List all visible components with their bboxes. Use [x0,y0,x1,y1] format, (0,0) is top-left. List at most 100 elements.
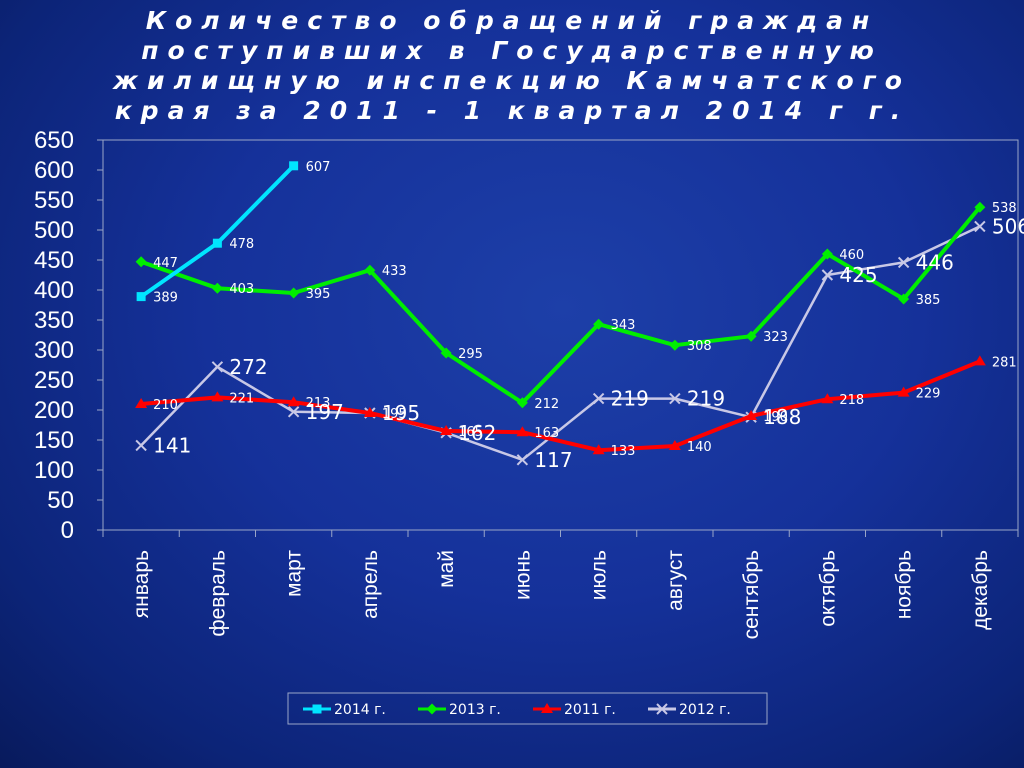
series-point [974,201,986,213]
data-labels: 389 478 607 447 403 395 433 295 212 343 308 323 460 3… [153,160,1024,472]
data-label: 229 [916,387,941,402]
data-label: 212 [534,397,559,412]
series-point [211,361,224,373]
data-label: 323 [763,330,788,345]
data-label: 446 [916,250,954,274]
data-label: 221 [229,391,254,406]
data-label: 218 [839,393,864,408]
series-line [140,359,981,453]
series-point [973,355,986,366]
series-point [287,396,300,407]
data-label: 195 [382,407,407,422]
x-category-label: октябрь [816,550,839,627]
series-point [135,439,147,452]
legend-entry: 2012 г. [648,702,731,718]
data-label: 478 [229,237,254,252]
series-2 [135,201,986,409]
series-point [312,704,322,714]
series-point [287,406,300,418]
legend-entry: 2013 г. [418,702,501,718]
series-point [669,392,681,405]
series-point [669,339,681,351]
series-point [211,391,224,402]
x-category-label: январь [130,550,153,618]
x-category-label: июль [588,550,611,600]
data-label: 308 [687,339,712,354]
y-tick-label: 500 [34,217,74,244]
legend-label: 2013 г. [449,702,501,718]
series-point [668,440,681,450]
data-label: 219 [611,387,649,411]
x-category-label: май [435,550,458,588]
series-point [212,238,222,248]
data-label: 607 [306,160,331,175]
y-tick-label: 450 [34,247,74,274]
x-category-label: апрель [359,550,382,619]
data-label: 389 [153,291,178,306]
data-label: 163 [534,426,559,441]
series-point [135,398,148,408]
data-label: 210 [153,398,178,413]
data-label: 141 [153,433,191,457]
data-label: 133 [611,444,636,459]
series-point [440,425,453,435]
series-1 [136,161,299,302]
legend-label: 2012 г. [679,702,731,718]
series-point [426,703,438,715]
series-point [289,161,299,171]
series-point [135,256,147,268]
series-line [140,205,982,405]
series-line [139,164,296,299]
data-label: 403 [229,282,254,297]
data-label: 190 [763,410,788,425]
y-tick-label: 50 [47,487,74,514]
data-label: 506 [992,214,1024,238]
y-tick-label: 150 [34,427,74,454]
data-label: 219 [687,387,725,411]
y-tick-label: 200 [34,397,74,424]
legend: 2014 г. 2013 г. 2011 г. 2012 г. [287,692,768,725]
data-label: 433 [382,264,407,279]
series-point [363,407,376,417]
legend-label: 2011 г. [564,702,616,718]
data-label: 447 [153,256,178,271]
series-point [593,318,605,330]
series-layer [135,161,986,466]
series-point [592,444,605,455]
data-label: 140 [687,440,712,455]
data-label: 385 [916,293,941,308]
data-label: 425 [839,263,877,287]
y-axis: 0 50 100 150 200 250 300 350 400 450 500 550 600 650 [34,127,103,544]
series-point [288,287,300,299]
data-label: 165 [458,425,483,440]
data-label: 197 [306,400,344,424]
data-label: 162 [458,421,496,445]
data-label: 117 [534,448,572,472]
y-tick-label: 650 [34,127,74,154]
legend-entry: 2011 г. [533,702,616,718]
series-point [745,410,758,420]
x-category-label: декабрь [969,550,992,630]
legend-label: 2014 г. [334,702,386,718]
series-point [541,703,553,713]
series-point [516,426,529,437]
series-point [897,256,910,269]
y-tick-label: 600 [34,157,74,184]
legend-box [287,692,768,725]
y-tick-label: 100 [34,457,74,484]
series-point [897,386,910,397]
data-label: 460 [839,248,864,263]
series-point [516,454,529,466]
x-category-label: июнь [511,550,534,600]
series-point [136,292,146,302]
data-label: 195 [382,401,420,425]
series-line [140,225,981,462]
series-point [821,248,833,260]
series-point [821,269,834,281]
series-point [440,347,452,359]
x-axis: январь февраль март апрель май июнь июль август… [102,530,1019,639]
data-label: 343 [611,318,636,333]
x-category-label: август [664,550,687,611]
series-point [974,220,986,233]
